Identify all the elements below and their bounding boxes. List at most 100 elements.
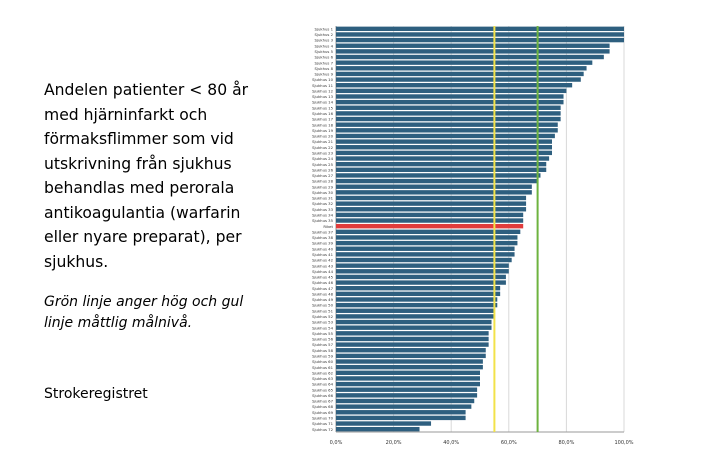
category-label: Sjukhus 42: [312, 258, 333, 263]
bar: [336, 336, 489, 342]
category-label: Sjukhus 1: [315, 26, 334, 31]
bar: [336, 415, 466, 421]
category-label: Sjukhus 7: [315, 60, 334, 65]
bar: [336, 43, 610, 48]
category-label: Sjukhus 29: [312, 184, 333, 189]
bar: [336, 190, 532, 195]
category-label: Sjukhus 6: [315, 55, 334, 60]
bar: [336, 348, 486, 353]
bar: [336, 421, 432, 426]
category-label: Riket: [323, 224, 333, 229]
bar: [336, 133, 555, 139]
bar: [336, 297, 498, 302]
x-tick-label: 0,0%: [330, 440, 343, 446]
bar: [336, 116, 561, 122]
category-label: Sjukhus 32: [312, 201, 333, 206]
bar: [336, 353, 486, 359]
bar: [336, 404, 472, 409]
bar: [336, 32, 624, 37]
category-label: Sjukhus 18: [312, 122, 333, 127]
x-tick-label: 80,0%: [558, 440, 574, 446]
bar: [336, 280, 506, 285]
bar: [336, 263, 509, 268]
category-label: Sjukhus 39: [312, 241, 333, 246]
category-label: Sjukhus 21: [312, 139, 333, 144]
bar: [336, 60, 593, 65]
category-label: Sjukhus 61: [312, 365, 333, 370]
category-label: Sjukhus 15: [312, 105, 333, 110]
bar: [336, 184, 532, 189]
bar: [336, 99, 564, 105]
category-label: Sjukhus 47: [312, 286, 333, 291]
bar: [336, 178, 538, 184]
bar: [336, 286, 501, 291]
bar: [336, 94, 564, 99]
bar: [336, 302, 498, 308]
category-label: Sjukhus 12: [312, 88, 333, 93]
category-label: Sjukhus 63: [312, 376, 333, 381]
bar: [336, 156, 550, 161]
source-label: Strokeregistret: [44, 386, 148, 402]
bar: [336, 167, 547, 172]
category-label: Sjukhus 68: [312, 404, 333, 409]
bar: [336, 319, 492, 325]
x-tick-label: 20,0%: [386, 440, 402, 446]
category-label: Sjukhus 72: [312, 427, 333, 432]
category-label: Sjukhus 30: [312, 190, 333, 195]
category-label: Sjukhus 49: [312, 297, 333, 302]
bar: [336, 66, 587, 71]
bar: [336, 325, 492, 330]
category-label: Sjukhus 35: [312, 218, 333, 223]
category-label: Sjukhus 48: [312, 291, 333, 296]
category-label: Sjukhus 17: [312, 117, 333, 122]
category-label: Sjukhus 9: [315, 72, 334, 77]
bar: [336, 207, 527, 212]
bar: [336, 105, 561, 110]
category-label: Sjukhus 8: [315, 66, 334, 71]
bar: [336, 240, 518, 246]
category-label: Sjukhus 40: [312, 246, 333, 251]
category-label: Sjukhus 70: [312, 416, 333, 421]
bar: [336, 111, 561, 116]
description-text: Andelen patienter < 80 år med hjärninfar…: [44, 81, 249, 271]
bar: [336, 314, 495, 319]
bar: [336, 426, 420, 432]
bar: [336, 381, 480, 387]
bar: [336, 393, 478, 398]
category-label: Sjukhus 25: [312, 162, 333, 167]
category-label: Sjukhus 2: [315, 32, 334, 37]
category-label: Sjukhus 20: [312, 134, 333, 139]
grid-layer: [335, 26, 625, 433]
category-label: Sjukhus 69: [312, 410, 333, 415]
bar: [336, 128, 558, 133]
x-tick-label: 100,0%: [614, 440, 633, 446]
category-label: Sjukhus 4: [315, 43, 334, 48]
bar: [336, 212, 524, 218]
category-label: Sjukhus 52: [312, 314, 333, 319]
category-label: Sjukhus 37: [312, 229, 333, 234]
category-label: Sjukhus 10: [312, 77, 333, 82]
bar: [336, 26, 624, 32]
category-label: Sjukhus 53: [312, 320, 333, 325]
category-label: Sjukhus 16: [312, 111, 333, 116]
target-lines-note: Grön linje anger hög och gul linje måttl…: [44, 294, 244, 331]
category-label: Sjukhus 67: [312, 399, 333, 404]
bar-layer: [336, 26, 624, 432]
bar: [336, 342, 489, 347]
bar: [336, 370, 480, 375]
category-label: Sjukhus 62: [312, 370, 333, 375]
bar: [336, 83, 573, 88]
bar: [336, 274, 506, 280]
bar: [336, 77, 581, 82]
bar: [336, 150, 552, 156]
bar: [336, 88, 567, 94]
bar: [336, 49, 610, 54]
category-label: Sjukhus 66: [312, 393, 333, 398]
category-label: Sjukhus 11: [312, 83, 333, 88]
bar: [336, 139, 552, 144]
bar: [336, 71, 584, 77]
bar: [336, 122, 558, 127]
text-column: Andelen patienter < 80 år med hjärninfar…: [44, 78, 266, 402]
tick-label-layer: 0,0% 20,0% 40,0% 60,0% 80,0% 100,0%: [330, 440, 634, 446]
